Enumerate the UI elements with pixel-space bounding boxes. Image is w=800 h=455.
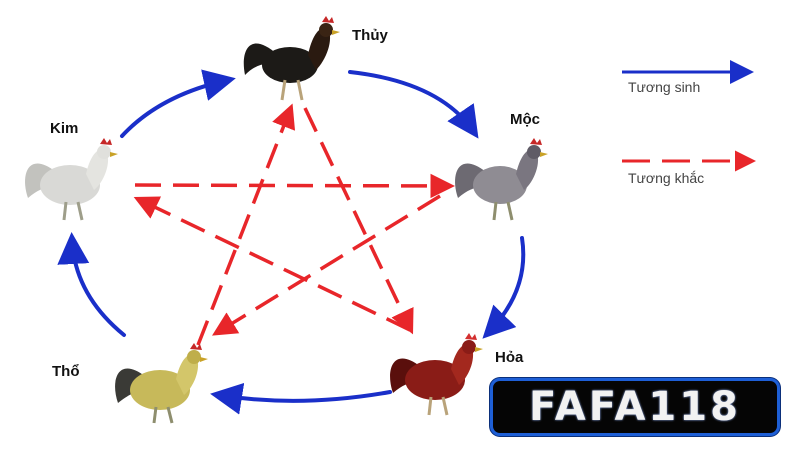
legend-overcoming-label: Tương khắc — [628, 170, 704, 186]
rooster-leg — [166, 406, 174, 424]
rooster-head — [462, 340, 476, 354]
label-moc: Mộc — [510, 111, 540, 128]
brand-logo-text: FAFA118 — [529, 384, 741, 430]
rooster-body — [262, 47, 318, 83]
rooster-leg — [441, 396, 449, 416]
rooster-body — [40, 165, 100, 205]
label-kim: Kim — [50, 120, 78, 137]
generating-arrows — [57, 69, 526, 415]
rooster-leg — [76, 201, 84, 221]
rooster-tail — [243, 43, 278, 75]
rooster-head — [319, 23, 333, 37]
arrow-kim-to-thuy — [120, 69, 236, 138]
brand-logo: FAFA118 — [490, 378, 780, 436]
rooster-leg — [427, 396, 433, 416]
rooster-leg — [492, 201, 498, 221]
rooster-kim — [25, 138, 118, 221]
arrow-thuy-to-hoa — [303, 107, 414, 335]
rooster-comb — [465, 333, 477, 340]
overcoming-arrows — [133, 103, 455, 346]
rooster-thuy — [243, 16, 340, 101]
rooster-beak — [475, 347, 483, 352]
rooster-moc — [455, 138, 548, 221]
rooster-hoa — [390, 333, 483, 416]
rooster-leg — [506, 201, 514, 221]
rooster-comb — [530, 138, 542, 145]
rooster-head — [527, 145, 541, 159]
arrow-moc-to-tho — [212, 194, 441, 336]
rooster-neck — [308, 27, 331, 70]
rooster-beak — [540, 152, 548, 157]
arrow-tho-to-thuy — [196, 103, 296, 346]
rooster-neck — [176, 354, 199, 395]
arrow-kim-to-moc — [134, 173, 455, 199]
rooster-tho — [115, 343, 208, 424]
rooster-neck — [86, 149, 109, 190]
arrow-moc-to-hoa — [482, 236, 526, 339]
rooster-body — [405, 360, 465, 400]
label-tho: Thổ — [52, 363, 80, 380]
rooster-head — [97, 145, 111, 159]
rooster-comb — [190, 343, 202, 350]
rooster-body — [130, 370, 190, 410]
rooster-leg — [280, 79, 287, 101]
arrow-hoa-to-tho — [210, 382, 392, 415]
arrow-tho-to-kim — [57, 232, 126, 337]
rooster-leg — [152, 406, 158, 424]
arrow-thuy-to-moc — [348, 70, 479, 139]
legend: Tương sinh Tương khắc — [622, 60, 756, 186]
arrow-hoa-to-kim — [133, 196, 411, 332]
label-hoa: Hỏa — [495, 349, 524, 366]
rooster-leg — [296, 79, 304, 101]
rooster-head — [187, 350, 201, 364]
rooster-tail — [455, 163, 486, 198]
rooster-neck — [516, 149, 539, 190]
rooster-comb — [100, 138, 112, 145]
rooster-comb — [322, 16, 334, 23]
rooster-beak — [110, 152, 118, 157]
rooster-leg — [62, 201, 68, 221]
legend-generating-label: Tương sinh — [628, 79, 700, 95]
rooster-beak — [332, 30, 340, 35]
rooster-neck — [451, 344, 474, 385]
rooster-beak — [200, 357, 208, 362]
label-thuy: Thủy — [352, 27, 388, 44]
rooster-body — [473, 166, 527, 204]
